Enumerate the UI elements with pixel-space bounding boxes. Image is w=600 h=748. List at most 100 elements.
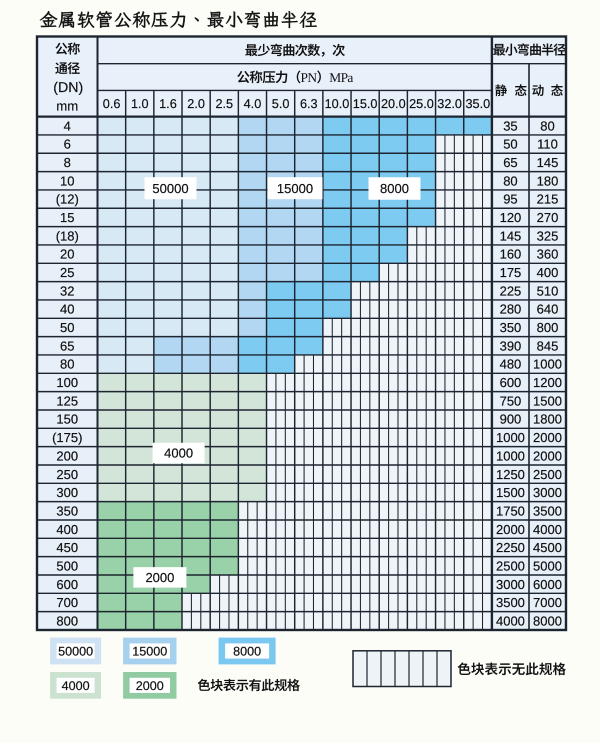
svg-text:5000: 5000 <box>533 558 562 573</box>
svg-text:4000: 4000 <box>496 613 525 628</box>
svg-text:1500: 1500 <box>533 393 562 408</box>
svg-text:1.0: 1.0 <box>131 97 149 111</box>
svg-text:1750: 1750 <box>496 503 525 518</box>
svg-text:6.3: 6.3 <box>300 97 318 111</box>
svg-text:4500: 4500 <box>533 540 562 555</box>
svg-text:态: 态 <box>514 80 527 99</box>
svg-text:50: 50 <box>503 137 517 152</box>
svg-text:360: 360 <box>537 247 559 262</box>
svg-text:金属软管公称压力、最小弯曲半径: 金属软管公称压力、最小弯曲半径 <box>40 8 318 32</box>
svg-text:180: 180 <box>537 173 559 188</box>
svg-text:最少弯曲次数，次: 最少弯曲次数，次 <box>245 40 345 59</box>
svg-text:1.6: 1.6 <box>159 97 177 111</box>
svg-text:2000: 2000 <box>145 570 174 585</box>
svg-text:270: 270 <box>537 210 559 225</box>
svg-text:250: 250 <box>56 467 78 482</box>
svg-text:2000: 2000 <box>533 448 562 463</box>
svg-text:2.0: 2.0 <box>187 97 205 111</box>
svg-text:2000: 2000 <box>136 679 164 693</box>
svg-text:300: 300 <box>56 485 78 500</box>
svg-text:公称: 公称 <box>55 39 80 58</box>
svg-text:8000: 8000 <box>533 613 562 628</box>
svg-text:态: 态 <box>551 80 564 99</box>
svg-text:1000: 1000 <box>533 357 562 372</box>
svg-text:10.0: 10.0 <box>325 97 350 111</box>
svg-text:390: 390 <box>500 338 522 353</box>
svg-text:125: 125 <box>56 393 78 408</box>
svg-text:15000: 15000 <box>132 645 167 659</box>
svg-text:色块表示有此规格: 色块表示有此规格 <box>197 675 300 694</box>
svg-text:35.0: 35.0 <box>465 97 490 111</box>
svg-text:2.5: 2.5 <box>215 97 233 111</box>
svg-text:20.0: 20.0 <box>381 97 406 111</box>
svg-text:350: 350 <box>56 503 78 518</box>
svg-text:4000: 4000 <box>164 446 193 461</box>
svg-text:845: 845 <box>537 338 559 353</box>
svg-text:150: 150 <box>56 412 78 427</box>
svg-text:225: 225 <box>500 283 522 298</box>
svg-text:25: 25 <box>60 265 74 280</box>
svg-text:4.0: 4.0 <box>244 97 262 111</box>
svg-text:mm: mm <box>56 99 78 114</box>
svg-text:65: 65 <box>503 155 517 170</box>
svg-text:最小弯曲半径: 最小弯曲半径 <box>493 40 567 59</box>
svg-text:(18): (18) <box>56 228 79 243</box>
svg-text:5.0: 5.0 <box>272 97 290 111</box>
svg-text:80: 80 <box>503 173 517 188</box>
svg-text:95: 95 <box>503 192 517 207</box>
svg-text:2500: 2500 <box>533 467 562 482</box>
svg-text:25.0: 25.0 <box>409 97 434 111</box>
svg-text:510: 510 <box>537 283 559 298</box>
svg-text:50: 50 <box>60 320 74 335</box>
svg-text:4000: 4000 <box>533 522 562 537</box>
svg-text:900: 900 <box>500 412 522 427</box>
svg-text:500: 500 <box>56 558 78 573</box>
svg-text:7000: 7000 <box>533 595 562 610</box>
svg-text:色块表示无此规格: 色块表示无此规格 <box>457 658 566 678</box>
svg-text:325: 325 <box>537 228 559 243</box>
svg-text:800: 800 <box>56 613 78 628</box>
svg-text:280: 280 <box>500 302 522 317</box>
svg-text:200: 200 <box>56 448 78 463</box>
svg-text:40: 40 <box>60 302 74 317</box>
svg-text:15: 15 <box>60 210 74 225</box>
svg-text:6000: 6000 <box>533 577 562 592</box>
svg-text:1500: 1500 <box>496 485 525 500</box>
svg-text:32.0: 32.0 <box>437 97 462 111</box>
svg-text:(12): (12) <box>56 192 79 207</box>
svg-text:1250: 1250 <box>496 467 525 482</box>
svg-text:静: 静 <box>495 80 508 99</box>
svg-text:6: 6 <box>64 137 71 152</box>
svg-text:8000: 8000 <box>233 645 261 659</box>
svg-text:800: 800 <box>537 320 559 335</box>
svg-text:350: 350 <box>500 320 522 335</box>
svg-text:50000: 50000 <box>58 645 93 659</box>
svg-text:公称压力（PN）MPa: 公称压力（PN）MPa <box>237 66 354 86</box>
svg-text:(175): (175) <box>52 430 82 445</box>
svg-text:3500: 3500 <box>533 503 562 518</box>
svg-text:600: 600 <box>500 375 522 390</box>
svg-text:8000: 8000 <box>380 181 409 196</box>
svg-text:400: 400 <box>537 265 559 280</box>
svg-text:3000: 3000 <box>496 577 525 592</box>
svg-text:640: 640 <box>537 302 559 317</box>
svg-text:65: 65 <box>60 338 74 353</box>
svg-text:15000: 15000 <box>277 181 313 196</box>
svg-text:0.6: 0.6 <box>103 97 121 111</box>
svg-text:80: 80 <box>60 357 74 372</box>
svg-text:120: 120 <box>500 210 522 225</box>
svg-text:动: 动 <box>532 80 545 99</box>
svg-text:20: 20 <box>60 247 74 262</box>
svg-text:4000: 4000 <box>62 679 90 693</box>
svg-text:3000: 3000 <box>533 485 562 500</box>
svg-text:2250: 2250 <box>496 540 525 555</box>
svg-text:通径: 通径 <box>55 58 80 77</box>
svg-text:10: 10 <box>60 173 74 188</box>
svg-text:2000: 2000 <box>496 522 525 537</box>
svg-text:600: 600 <box>56 577 78 592</box>
svg-text:4: 4 <box>64 118 71 133</box>
svg-text:100: 100 <box>56 375 78 390</box>
svg-text:80: 80 <box>540 118 554 133</box>
svg-text:215: 215 <box>537 192 559 207</box>
svg-text:1800: 1800 <box>533 412 562 427</box>
